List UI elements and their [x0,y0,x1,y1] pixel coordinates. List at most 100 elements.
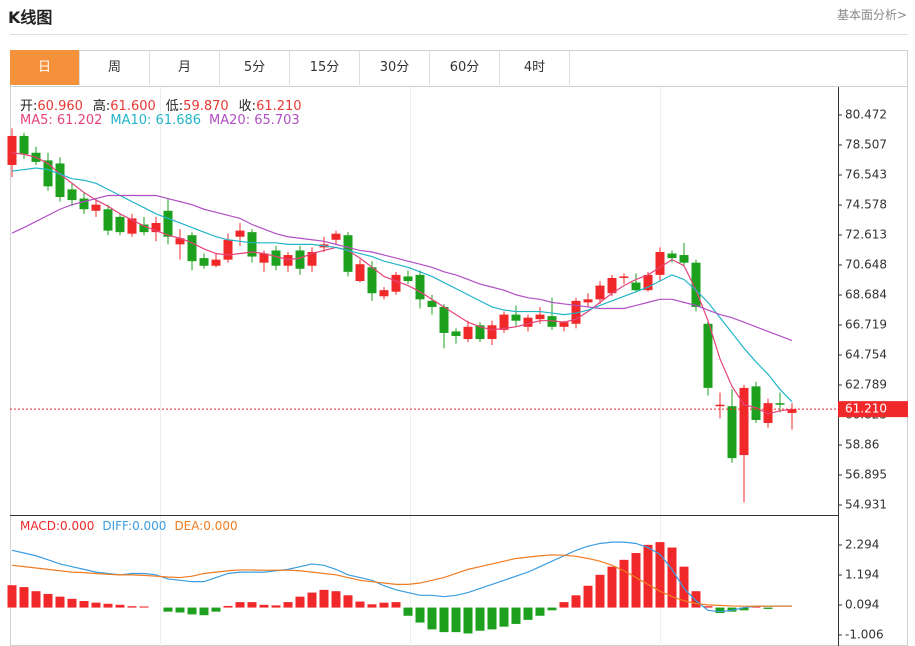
candle-body [331,233,341,240]
candle-body [7,135,17,165]
macd-bar [391,602,401,608]
candle-body [295,250,305,269]
candle-body [55,163,65,198]
macd-bar [487,607,497,630]
candle-body [355,264,365,282]
ma-line [11,152,793,415]
ma-legend: MA5: 61.202 MA10: 61.686 MA20: 65.703 [20,113,308,128]
macd-bar [559,602,569,608]
macd-bar [127,606,137,608]
candle-body [151,222,161,233]
tab[interactable]: 日 [10,50,80,85]
macd-legend: MACD:0.000 DIFF:0.000 DEA:0.000 [20,519,246,533]
macd-bar [259,604,269,608]
macd-bar [691,591,701,608]
fundamental-link[interactable]: 基本面分析> [836,8,907,22]
tab-bar: 日周月 5分 15分 30分 60分 4时 [10,50,570,86]
candle-body [439,306,449,333]
macd-bar [511,607,521,624]
macd-bar [355,601,365,608]
candle-body [187,235,197,262]
tab[interactable]: 60分 [430,50,500,85]
macd-bar [703,606,713,608]
y-tick-label: 68.684 [845,287,887,301]
last-price-label: 61.210 [845,402,887,416]
macd-bar [307,592,317,608]
macd-bar [187,607,197,615]
macd-bar [79,601,89,608]
y-tick-label: 2.294 [845,538,879,552]
macd-bar [43,593,53,608]
macd-bar [667,547,677,608]
macd-bar [547,607,557,611]
candle-body [559,322,569,327]
candle-body [715,404,725,407]
macd-bar [571,595,581,608]
macd-bar [403,607,413,616]
macd-bar [523,607,533,620]
tab[interactable]: 15分 [290,50,360,85]
y-tick-label: 74.578 [845,197,887,211]
macd-bar [439,607,449,633]
macd-bar [199,607,209,616]
candle-body [475,325,485,340]
tab[interactable]: 4时 [500,50,570,85]
macd-bar [451,607,461,633]
macd-bar [19,587,29,608]
macd-bar [427,607,437,630]
candle-body [547,316,557,327]
candle-body [691,262,701,307]
page-title: K线图 [8,8,53,27]
candle-body [259,253,269,263]
macd-bar [415,607,425,623]
macd-bar [463,607,473,634]
candle-body [367,267,377,294]
y-tick-label: 54.931 [845,497,887,511]
candle-body [91,204,101,211]
candle-body [163,210,173,237]
candle-body [679,255,689,263]
macd-bar [499,607,509,627]
tab[interactable]: 30分 [360,50,430,85]
macd-bar [595,574,605,608]
ma-line [11,194,793,342]
macd-bar [367,604,377,608]
y-tick-label: 70.648 [845,258,887,272]
macd-bar [583,585,593,608]
candle-body [403,276,413,282]
macd-bar [607,566,617,608]
chart-frame [10,50,908,646]
tab[interactable]: 周 [80,50,150,85]
info-key: 开: [20,99,38,114]
tab[interactable]: 月 [150,50,220,85]
candle-body [307,251,317,266]
candle-body [175,238,185,245]
info-value: 61.600 [110,99,156,114]
candle-body [775,403,785,405]
legend-entry: DEA:0.000 [174,519,238,533]
candle-body [583,299,593,303]
macd-bar [163,607,173,612]
tab[interactable]: 5分 [220,50,290,85]
candle-body [751,386,761,420]
macd-bar [295,596,305,608]
macd-bar [247,602,257,608]
candle-body [415,274,425,300]
candle-body [391,274,401,292]
candle-body [271,250,281,266]
separator [10,34,908,35]
y-tick-label: 72.613 [845,228,887,242]
info-key: 收: [238,99,257,114]
macd-bar [739,607,749,611]
info-value: 61.210 [256,99,302,114]
macd-line [11,541,792,613]
macd-bar [223,605,233,608]
legend-entry: MA5: 61.202 [20,113,103,128]
y-tick-label: 58.86 [845,438,879,452]
macd-bar [91,602,101,608]
macd-bar [283,602,293,608]
macd-bar [139,606,149,608]
candle-body [67,189,77,201]
candle-body [247,232,257,257]
